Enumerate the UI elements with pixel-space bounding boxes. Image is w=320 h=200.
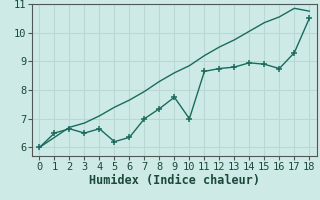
X-axis label: Humidex (Indice chaleur): Humidex (Indice chaleur)	[89, 174, 260, 187]
